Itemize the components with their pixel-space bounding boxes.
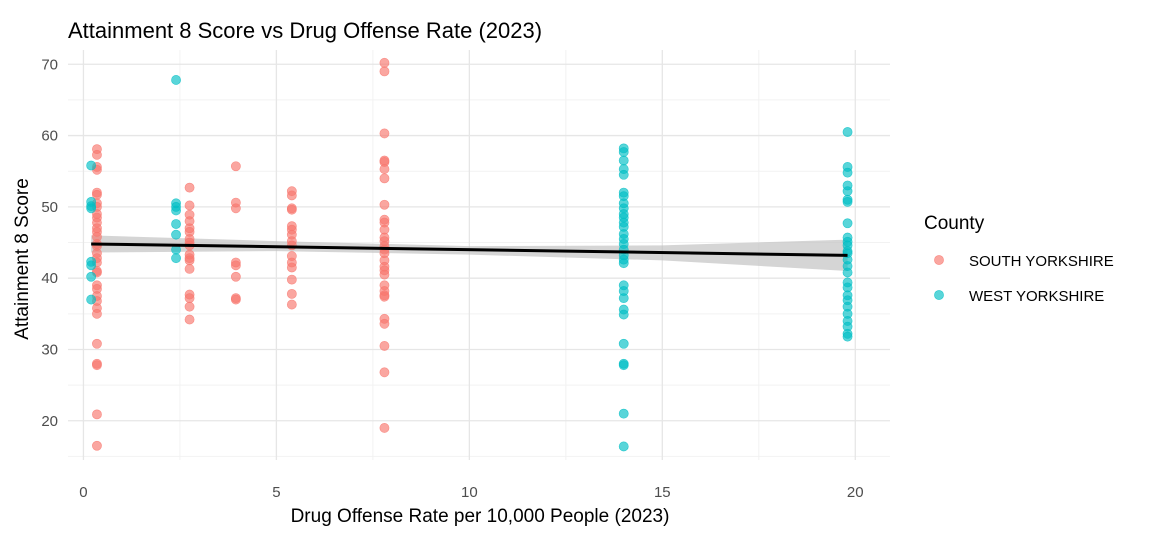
x-tick-label: 20 — [847, 484, 864, 501]
data-point-west-yorkshire — [618, 360, 629, 371]
data-point-south-yorkshire — [286, 204, 297, 215]
data-point-west-yorkshire — [842, 127, 853, 137]
y-tick-label: 50 — [41, 199, 58, 216]
data-point-south-yorkshire — [230, 260, 241, 271]
legend-items: SOUTH YORKSHIRE WEST YORKSHIRE — [934, 253, 1114, 305]
confidence-band — [91, 235, 848, 272]
y-tick-label: 70 — [41, 56, 58, 73]
data-point-south-yorkshire — [379, 367, 390, 378]
data-point-south-yorkshire — [286, 240, 297, 251]
data-point-west-yorkshire — [618, 309, 629, 320]
data-point-south-yorkshire — [184, 314, 195, 325]
data-point-south-yorkshire — [92, 308, 102, 319]
data-point-south-yorkshire — [379, 341, 390, 351]
data-point-west-yorkshire — [171, 229, 181, 240]
data-point-south-yorkshire — [286, 288, 297, 299]
legend-swatch-south-yorkshire — [934, 255, 944, 265]
legend-title: County — [924, 213, 985, 234]
data-point-south-yorkshire — [184, 182, 195, 193]
y-tick-label: 30 — [41, 341, 58, 358]
data-point-west-yorkshire — [842, 167, 853, 178]
data-point-south-yorkshire — [92, 338, 102, 349]
data-point-west-yorkshire — [86, 294, 97, 305]
data-point-south-yorkshire — [92, 440, 102, 451]
legend-label-south-yorkshire: SOUTH YORKSHIRE — [969, 253, 1114, 270]
data-point-west-yorkshire — [171, 75, 181, 85]
x-tick-label: 10 — [461, 484, 478, 501]
data-point-west-yorkshire — [618, 441, 629, 452]
data-point-west-yorkshire — [618, 169, 629, 180]
data-point-south-yorkshire — [184, 301, 195, 312]
data-point-south-yorkshire — [379, 66, 390, 77]
data-point-west-yorkshire — [842, 267, 853, 278]
x-axis-label: Drug Offense Rate per 10,000 People (202… — [291, 506, 670, 527]
chart-title: Attainment 8 Score vs Drug Offense Rate … — [68, 18, 542, 43]
y-tick-label: 20 — [41, 413, 58, 430]
data-point-west-yorkshire — [618, 408, 629, 419]
data-point-south-yorkshire — [379, 173, 390, 184]
legend-swatch-west-yorkshire — [934, 290, 944, 300]
y-tick-label: 40 — [41, 270, 58, 287]
data-point-south-yorkshire — [184, 264, 195, 274]
data-point-south-yorkshire — [379, 269, 390, 280]
data-point-south-yorkshire — [379, 199, 390, 210]
data-point-west-yorkshire — [86, 260, 97, 271]
data-point-south-yorkshire — [184, 200, 195, 211]
y-axis-label: Attainment 8 Score — [12, 178, 33, 340]
data-point-west-yorkshire — [842, 196, 853, 207]
x-tick-label: 5 — [272, 484, 280, 501]
data-point-south-yorkshire — [379, 318, 390, 329]
data-point-south-yorkshire — [286, 299, 297, 310]
data-point-west-yorkshire — [86, 160, 97, 171]
data-point-south-yorkshire — [92, 149, 102, 160]
data-point-south-yorkshire — [92, 360, 102, 371]
data-point-south-yorkshire — [379, 291, 390, 302]
data-point-west-yorkshire — [618, 258, 629, 269]
data-point-west-yorkshire — [842, 186, 853, 197]
data-point-south-yorkshire — [286, 190, 297, 201]
data-point-west-yorkshire — [86, 203, 97, 214]
data-point-south-yorkshire — [379, 128, 390, 139]
data-point-south-yorkshire — [92, 409, 102, 420]
data-point-south-yorkshire — [230, 203, 241, 214]
data-point-west-yorkshire — [171, 253, 181, 264]
fit-line-layer — [91, 242, 848, 257]
data-point-south-yorkshire — [230, 161, 241, 172]
data-point-south-yorkshire — [379, 423, 390, 433]
data-point-west-yorkshire — [618, 155, 629, 166]
data-point-west-yorkshire — [86, 271, 97, 282]
regression-line — [91, 242, 848, 257]
data-point-south-yorkshire — [379, 57, 390, 68]
data-point-west-yorkshire — [842, 218, 853, 229]
x-tick-labels: 0 5 10 15 20 — [79, 484, 863, 501]
data-point-south-yorkshire — [379, 164, 390, 174]
legend: County SOUTH YORKSHIRE WEST YORKSHIRE — [924, 213, 1114, 305]
data-point-south-yorkshire — [184, 293, 195, 304]
data-point-south-yorkshire — [286, 262, 297, 273]
y-tick-label: 60 — [41, 128, 58, 145]
data-point-west-yorkshire — [842, 331, 853, 342]
legend-label-west-yorkshire: WEST YORKSHIRE — [969, 288, 1104, 305]
data-point-south-yorkshire — [286, 274, 297, 285]
data-point-west-yorkshire — [171, 219, 181, 229]
x-tick-label: 15 — [654, 484, 671, 501]
data-point-west-yorkshire — [618, 147, 629, 157]
data-point-south-yorkshire — [230, 294, 241, 305]
y-tick-labels: 20 30 40 50 60 70 — [41, 56, 58, 430]
data-point-south-yorkshire — [184, 255, 195, 266]
data-point-west-yorkshire — [618, 293, 629, 304]
data-point-west-yorkshire — [171, 205, 181, 216]
data-point-west-yorkshire — [618, 338, 629, 349]
x-tick-label: 0 — [79, 484, 87, 501]
confidence-band-layer — [91, 235, 848, 272]
data-point-south-yorkshire — [230, 271, 241, 282]
